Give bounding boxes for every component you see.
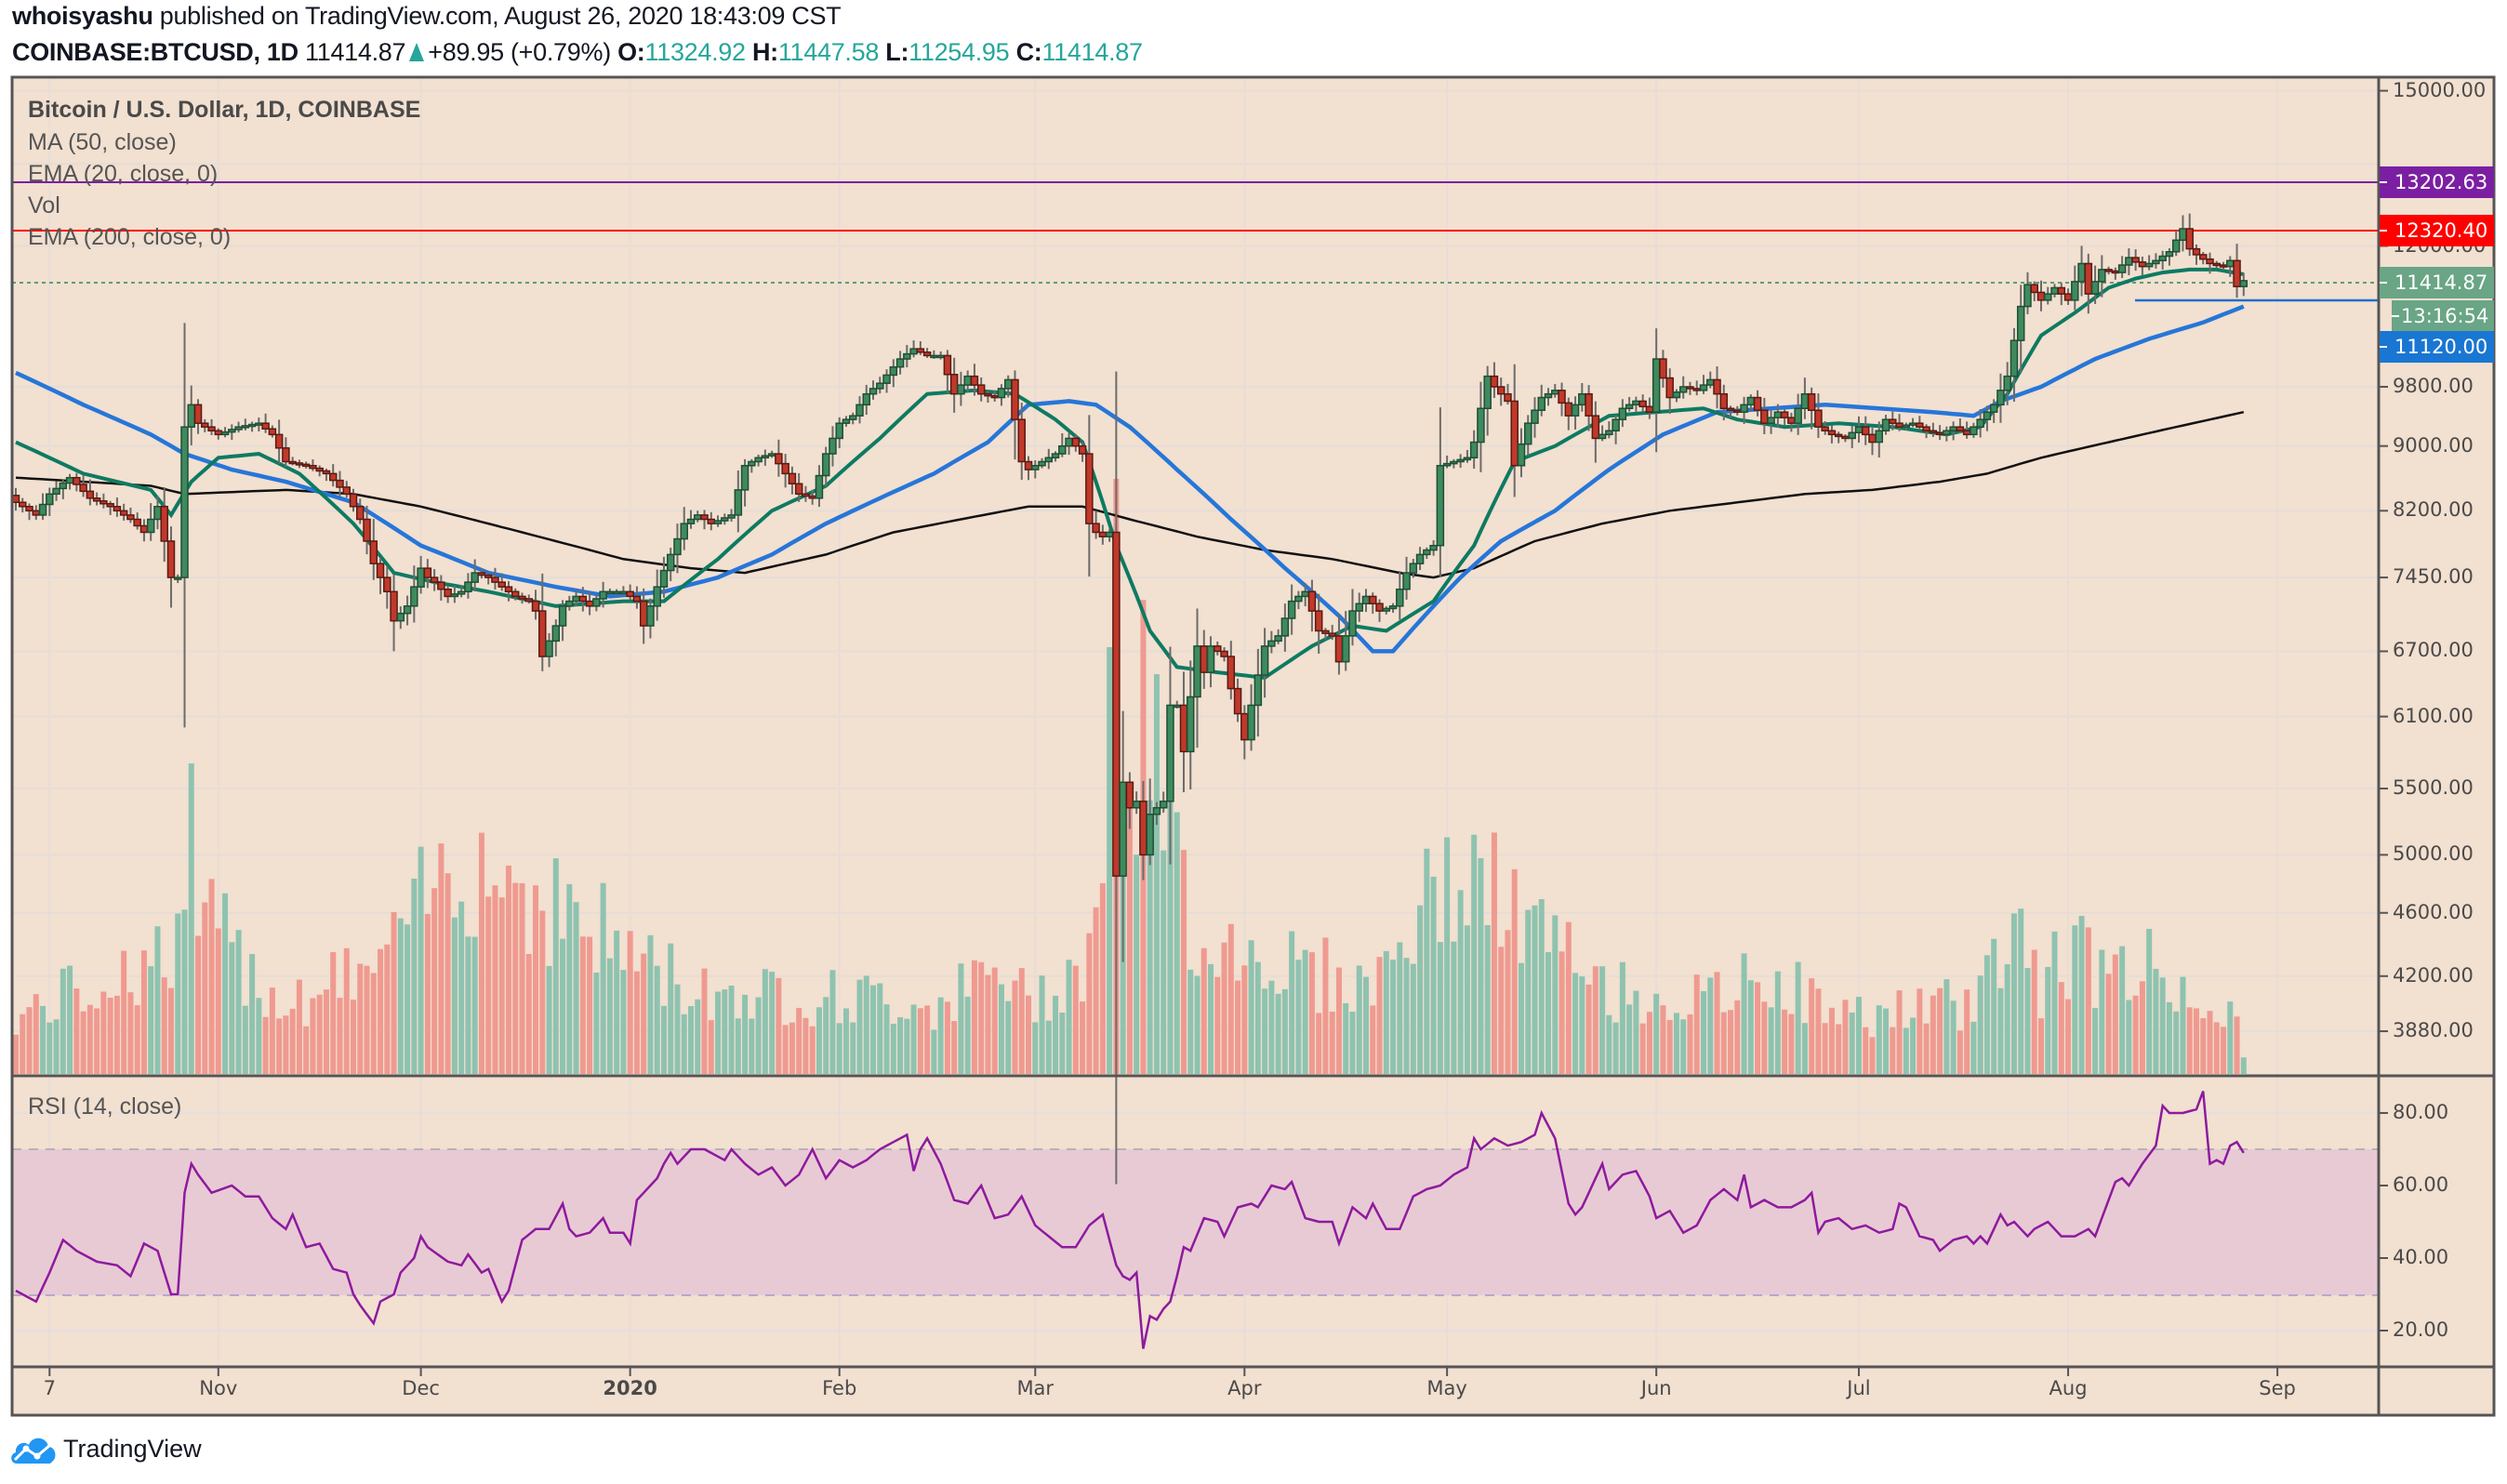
time-axis-label: May (1426, 1377, 1467, 1399)
rsi-axis-label: 20.00 (2393, 1318, 2449, 1341)
rsi-band (12, 1149, 2379, 1295)
price-axis-ticks (2379, 89, 2388, 1332)
open-value: 11324.92 (644, 38, 747, 66)
time-axis-label: Mar (1016, 1377, 1055, 1399)
symbol-quote-line: COINBASE:BTCUSD, 1D 11414.87 +89.95 (+0.7… (12, 38, 1143, 67)
low-value: 11254.95 (909, 38, 1010, 66)
last-price: 11414.87 (305, 38, 406, 66)
time-axis-ticks (48, 1367, 2279, 1376)
legend-vol[interactable]: Vol (28, 192, 60, 219)
chart-frame (10, 75, 2496, 1417)
legend-rsi[interactable]: RSI (14, close) (28, 1093, 182, 1120)
time-axis-label: Aug (2049, 1377, 2088, 1399)
symbol-label: COINBASE:BTCUSD, 1D (12, 38, 298, 66)
time-axis-label: 2020 (603, 1377, 657, 1399)
candlesticks (11, 213, 2248, 1185)
price-tag-last: 11414.87 (2380, 267, 2494, 298)
ma50-line (15, 304, 2245, 654)
price-axis-label: 4200.00 (2393, 963, 2474, 987)
price-axis-label: 9800.00 (2393, 375, 2474, 397)
price-axis-label: 5000.00 (2393, 842, 2474, 866)
legend-ma50[interactable]: MA (50, close) (28, 129, 177, 155)
bar-countdown: 13:16:54 (2392, 300, 2494, 332)
ema200-line (15, 410, 2245, 579)
price-axis-label: 15000.00 (2393, 78, 2487, 101)
author-name[interactable]: whoisyashu (12, 2, 153, 30)
price-axis-label: 8200.00 (2393, 498, 2474, 522)
ema20-line (15, 267, 2245, 680)
legend-symbol-title[interactable]: Bitcoin / U.S. Dollar, 1D, COINBASE (28, 97, 421, 123)
price-change: +89.95 (+0.79%) (428, 38, 611, 66)
tradingview-brand: TradingView (63, 1434, 202, 1463)
high-value: 11447.58 (777, 38, 880, 66)
published-text: published on TradingView.com, August 26,… (159, 2, 842, 30)
time-axis-label: Feb (822, 1377, 857, 1399)
close-value: 11414.87 (1041, 38, 1143, 66)
price-axis-label: 6700.00 (2393, 639, 2474, 662)
low-label: L: (885, 38, 909, 66)
time-axis-label: Jul (1847, 1377, 1871, 1399)
price-axis-label: 5500.00 (2393, 776, 2474, 800)
time-axis-label: Jun (1640, 1377, 1672, 1399)
time-axis-label: 7 (43, 1377, 56, 1399)
price-axis-label: 7450.00 (2393, 565, 2474, 589)
legend-ema200[interactable]: EMA (200, close, 0) (28, 224, 232, 250)
price-axis-label: 4600.00 (2393, 900, 2474, 923)
rsi-line (15, 1091, 2245, 1349)
publisher-line: whoisyashu published on TradingView.com,… (12, 2, 842, 31)
tradingview-logo[interactable]: TradingView (9, 1432, 202, 1465)
legend-ema20[interactable]: EMA (20, close, 0) (28, 161, 219, 187)
time-axis-label: Dec (402, 1377, 440, 1399)
volume-bars (13, 479, 2247, 1074)
price-axis-label: 3880.00 (2393, 1019, 2474, 1042)
open-label: O: (617, 38, 645, 66)
high-label: H: (751, 38, 778, 66)
price-tag-red: 12320.40 (2380, 215, 2494, 246)
price-tag-blue: 11120.00 (2380, 331, 2494, 363)
rsi-axis-label: 40.00 (2393, 1246, 2449, 1268)
up-triangle-icon (409, 43, 425, 61)
time-axis-label: Apr (1227, 1377, 1262, 1399)
time-axis-label: Sep (2259, 1377, 2296, 1399)
rsi-axis-label: 60.00 (2393, 1173, 2449, 1196)
rsi-axis-label: 80.00 (2393, 1101, 2449, 1123)
close-label: C: (1015, 38, 1042, 66)
time-axis-label: Nov (199, 1377, 238, 1399)
tradingview-cloud-icon (11, 1438, 56, 1464)
price-axis-label: 9000.00 (2393, 433, 2474, 457)
price-axis-label: 6100.00 (2393, 704, 2474, 727)
price-tag-purple: 13202.63 (2380, 166, 2494, 198)
